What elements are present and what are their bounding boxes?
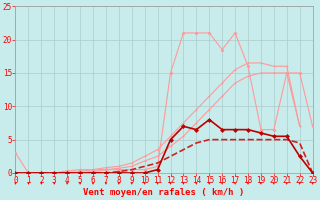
X-axis label: Vent moyen/en rafales ( km/h ): Vent moyen/en rafales ( km/h ) [84,188,245,197]
